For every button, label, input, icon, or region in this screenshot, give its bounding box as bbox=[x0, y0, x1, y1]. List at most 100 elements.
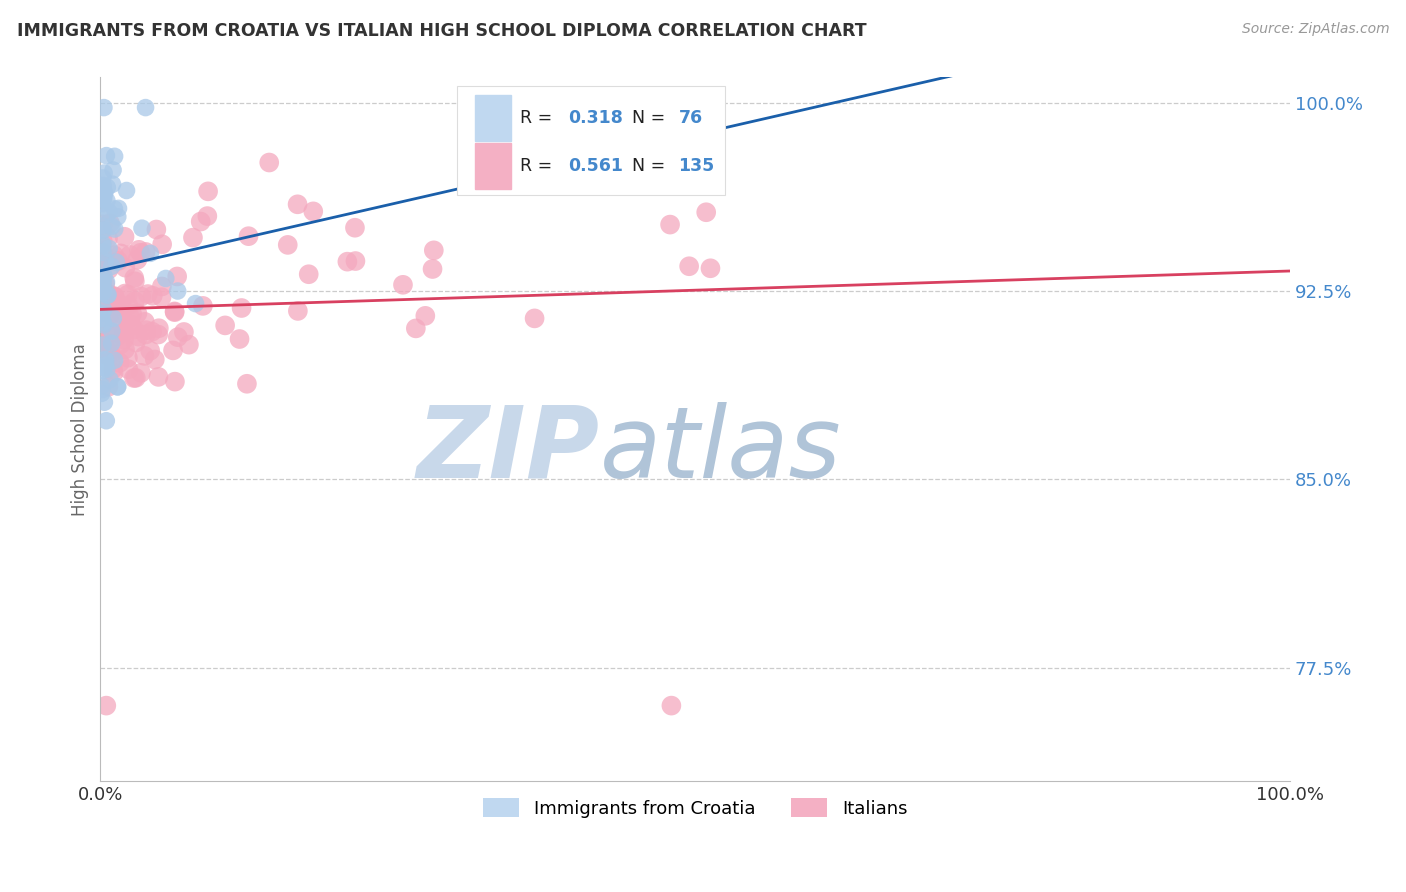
Point bbox=[124, 274, 146, 288]
Y-axis label: High School Diploma: High School Diploma bbox=[72, 343, 89, 516]
Text: 0.561: 0.561 bbox=[568, 157, 623, 175]
Point bbox=[107, 380, 129, 394]
Point bbox=[94, 254, 117, 268]
Point bbox=[678, 259, 700, 273]
Point bbox=[91, 278, 114, 293]
Point bbox=[114, 229, 136, 244]
Point bbox=[699, 261, 721, 276]
Point bbox=[112, 333, 135, 347]
Point bbox=[91, 196, 114, 211]
Point bbox=[93, 395, 115, 409]
Point bbox=[97, 262, 120, 277]
Point bbox=[139, 343, 162, 358]
Point bbox=[336, 254, 359, 268]
Point bbox=[120, 318, 142, 332]
Point bbox=[415, 309, 437, 323]
Point bbox=[661, 698, 683, 713]
Point bbox=[108, 356, 131, 370]
Point bbox=[121, 307, 143, 321]
Point bbox=[107, 254, 129, 268]
Point bbox=[93, 268, 115, 283]
Point bbox=[287, 304, 309, 318]
Point bbox=[695, 205, 717, 219]
Point bbox=[173, 325, 195, 339]
Text: atlas: atlas bbox=[600, 401, 842, 499]
Point bbox=[287, 197, 309, 211]
Point bbox=[91, 275, 114, 289]
Point bbox=[93, 334, 115, 349]
Point bbox=[105, 255, 128, 269]
Point bbox=[96, 194, 118, 208]
Text: ZIP: ZIP bbox=[418, 401, 600, 499]
Point bbox=[94, 353, 117, 368]
Point bbox=[96, 288, 118, 302]
Point bbox=[112, 325, 135, 339]
Point bbox=[100, 347, 122, 361]
Point bbox=[191, 299, 214, 313]
Point bbox=[93, 191, 115, 205]
Point bbox=[91, 178, 114, 193]
Point bbox=[98, 373, 121, 387]
Point bbox=[155, 271, 177, 285]
Point bbox=[181, 230, 204, 244]
Point bbox=[127, 306, 149, 320]
Point bbox=[91, 186, 114, 201]
Point bbox=[142, 289, 165, 303]
Point bbox=[184, 296, 207, 310]
Point bbox=[96, 275, 118, 289]
Point bbox=[101, 296, 124, 310]
Text: IMMIGRANTS FROM CROATIA VS ITALIAN HIGH SCHOOL DIPLOMA CORRELATION CHART: IMMIGRANTS FROM CROATIA VS ITALIAN HIGH … bbox=[17, 22, 866, 40]
Point bbox=[97, 287, 120, 301]
Point bbox=[277, 238, 299, 252]
Point bbox=[195, 209, 218, 223]
Text: R =: R = bbox=[520, 109, 558, 127]
Point bbox=[117, 320, 139, 334]
Text: N =: N = bbox=[633, 109, 665, 127]
Text: 0.318: 0.318 bbox=[568, 109, 623, 127]
Point bbox=[128, 243, 150, 257]
Point bbox=[122, 271, 145, 285]
Point bbox=[115, 184, 138, 198]
Point bbox=[91, 276, 114, 290]
Point bbox=[125, 371, 148, 385]
Point bbox=[135, 323, 157, 337]
Point bbox=[302, 204, 325, 219]
Point bbox=[91, 338, 114, 352]
Point bbox=[103, 366, 125, 380]
Point bbox=[298, 267, 321, 281]
Point bbox=[103, 290, 125, 304]
Point bbox=[523, 311, 546, 326]
Point bbox=[96, 180, 118, 194]
Point bbox=[101, 362, 124, 376]
Point bbox=[94, 347, 117, 361]
Point bbox=[90, 379, 112, 393]
Point bbox=[93, 250, 115, 264]
Point bbox=[150, 237, 173, 252]
Point bbox=[91, 316, 114, 330]
Point bbox=[257, 155, 280, 169]
Point bbox=[163, 375, 186, 389]
Point bbox=[150, 290, 173, 304]
Point bbox=[228, 332, 250, 346]
Point bbox=[101, 163, 124, 178]
Point bbox=[93, 186, 115, 200]
Point bbox=[90, 276, 112, 290]
Point bbox=[110, 246, 132, 260]
Point bbox=[100, 324, 122, 338]
Point bbox=[110, 299, 132, 313]
Point bbox=[90, 286, 112, 301]
Point bbox=[134, 349, 156, 363]
Point bbox=[93, 166, 115, 180]
Point bbox=[148, 370, 170, 384]
Point bbox=[127, 329, 149, 343]
Point bbox=[90, 333, 112, 347]
Point bbox=[118, 248, 141, 262]
Point bbox=[98, 242, 121, 256]
Point bbox=[117, 362, 139, 376]
Point bbox=[91, 171, 114, 186]
Point bbox=[90, 271, 112, 285]
Point bbox=[93, 101, 115, 115]
Point bbox=[91, 383, 114, 397]
Point bbox=[93, 285, 115, 299]
Point bbox=[97, 312, 120, 326]
